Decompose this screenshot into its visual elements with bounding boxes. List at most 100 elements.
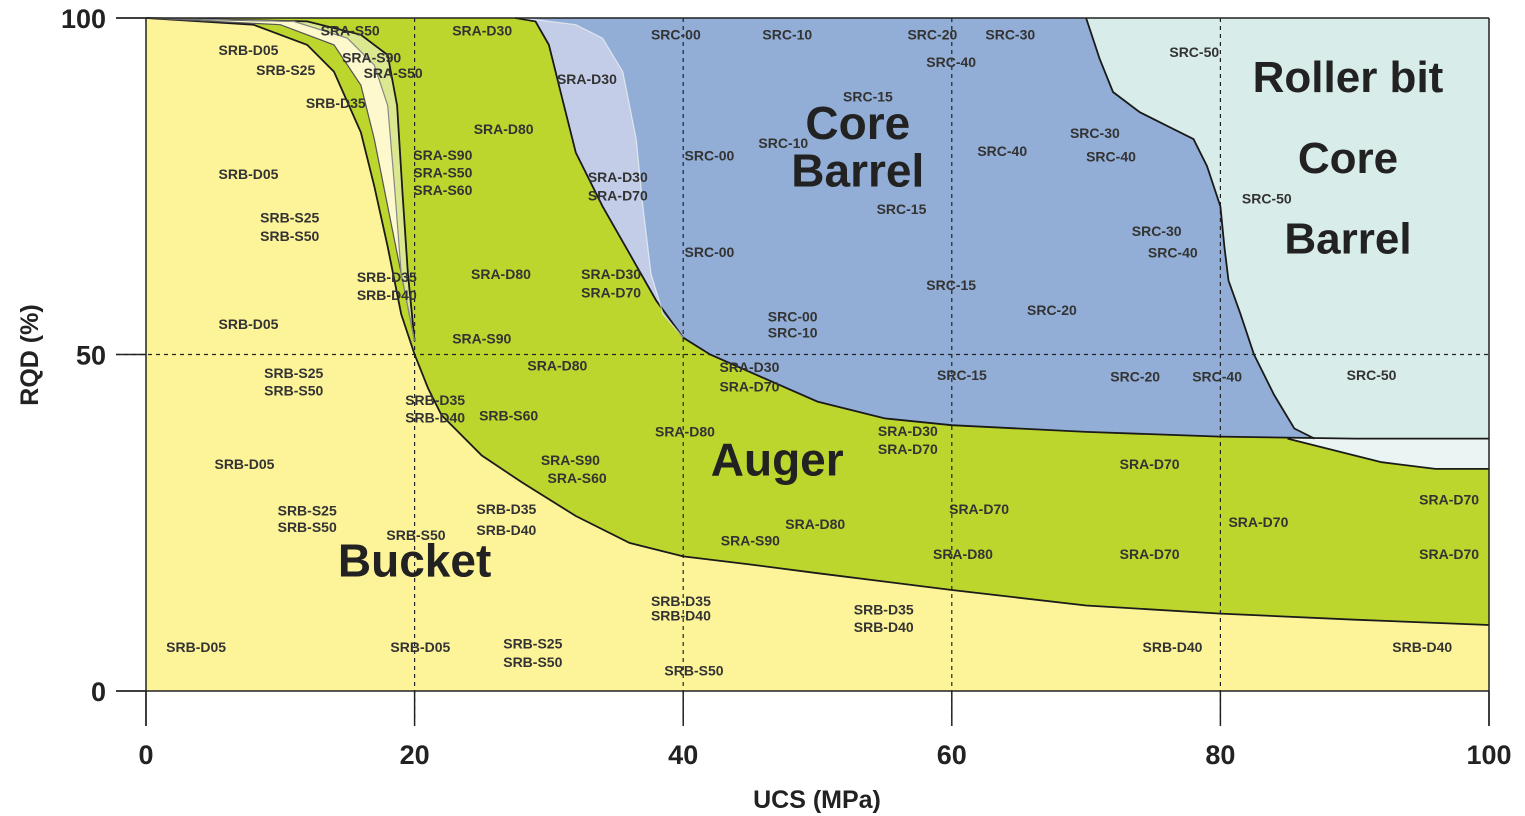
tool-annotation: SRC-50: [1169, 44, 1219, 60]
tool-annotation: SRB-D05: [166, 639, 226, 655]
tool-annotation: SRA-S90: [452, 331, 511, 347]
tool-annotation: SRC-20: [1110, 368, 1160, 384]
tool-annotation: SRA-D80: [655, 424, 715, 440]
tool-annotation: SRB-D35: [651, 593, 711, 609]
tool-annotation: SRB-D40: [1143, 639, 1203, 655]
region-label: Auger: [711, 434, 844, 486]
tool-annotation: SRB-S50: [278, 519, 337, 535]
tool-annotation: SRC-15: [843, 88, 893, 104]
region-label: Core: [1298, 134, 1398, 183]
tool-annotation: SRC-10: [768, 325, 818, 341]
tool-annotation: SRC-10: [758, 135, 808, 151]
core-barrel-boundary-line: [1085, 17, 1315, 440]
tool-annotation: SRC-30: [1132, 223, 1182, 239]
tool-annotation: SRB-S50: [503, 654, 562, 670]
tool-annotation: SRA-S50: [364, 65, 423, 81]
tool-annotation: SRB-S50: [664, 663, 723, 679]
x-tick-label-0: 0: [138, 740, 153, 770]
tool-annotation: SRA-D70: [581, 284, 641, 300]
tool-annotation: SRB-D35: [854, 601, 914, 617]
tool-annotation: SRB-S25: [503, 636, 562, 652]
y-tick-label-50: 50: [76, 341, 106, 371]
x-tick-label-100: 100: [1466, 740, 1511, 770]
tool-annotation: SRB-S50: [264, 383, 323, 399]
tool-annotation: SRC-40: [926, 54, 976, 70]
tool-annotation: SRC-40: [1086, 148, 1136, 164]
core-barrel-light-region: [515, 18, 684, 338]
tool-annotation: SRA-S90: [721, 533, 780, 549]
tool-annotation: SRB-S25: [264, 365, 323, 381]
tool-annotation: SRB-D35: [306, 95, 366, 111]
tool-annotation: SRA-D70: [719, 379, 779, 395]
tool-annotation: SRC-15: [926, 277, 976, 293]
gridlines: [116, 18, 1489, 721]
tool-annotation: SRB-D40: [357, 287, 417, 303]
x-tick-label-40: 40: [668, 740, 698, 770]
region-label: Core: [805, 97, 910, 149]
tool-annotation: SRA-S60: [413, 182, 472, 198]
bucket-boundary-line: [145, 17, 1490, 626]
tool-annotation: SRA-D70: [949, 501, 1009, 517]
axes: 0 20 40 60 80 100 0 50 100: [61, 4, 1512, 770]
tool-annotation: SRB-S50: [386, 527, 445, 543]
tool-annotation: SRA-D30: [588, 169, 648, 185]
tool-annotation: SRC-40: [1148, 245, 1198, 261]
tool-annotation: SRA-D70: [878, 441, 938, 457]
tool-annotation: SRB-D05: [219, 42, 279, 58]
tool-annotation: SRA-D80: [527, 358, 587, 374]
x-axis-title: UCS (MPa): [753, 786, 881, 814]
tool-annotation: SRB-S25: [260, 210, 319, 226]
tool-annotation: SRB-D40: [854, 619, 914, 635]
x-tick-label-60: 60: [937, 740, 967, 770]
tool-annotation: SRA-D70: [1120, 546, 1180, 562]
tool-annotation: SRB-D05: [390, 639, 450, 655]
tool-annotation: SRA-S90: [342, 49, 401, 65]
tool-annotation: SRB-S25: [278, 502, 337, 518]
auger-boundary-line: [515, 17, 1489, 440]
tool-annotation: SRB-D05: [219, 166, 279, 182]
bucket-light-boundary-line: [145, 17, 416, 342]
tool-annotation: SRA-D30: [878, 423, 938, 439]
tool-annotation: SRA-D70: [1419, 546, 1479, 562]
core-light-boundary-line: [521, 17, 684, 339]
tool-annotation: SRC-00: [685, 244, 735, 260]
tool-annotation: SRC-20: [907, 27, 957, 43]
tool-annotation: SRC-50: [1242, 191, 1292, 207]
y-tick-label-0: 0: [91, 677, 106, 707]
tool-annotation: SRC-30: [985, 27, 1035, 43]
region-label: Barrel: [1284, 215, 1411, 264]
tool-annotation: SRB-D40: [476, 522, 536, 538]
tool-annotation: SRC-50: [1347, 367, 1397, 383]
tool-annotation: SRA-S90: [541, 452, 600, 468]
roller-bit-boundary-line: [1287, 437, 1489, 470]
tool-annotation: SRB-D35: [357, 269, 417, 285]
tool-annotation: SRA-D30: [719, 359, 779, 375]
tool-annotations: SRA-S50 SRA-D30 SRB-D05 SRA-S90 SRB-S25 SRA-S…: [166, 22, 1479, 678]
bucket-region: [146, 18, 1489, 691]
tool-annotation: SRB-D35: [405, 392, 465, 408]
tool-annotation: SRA-S50: [321, 22, 380, 38]
tool-annotation: SRA-D80: [471, 266, 531, 282]
tool-annotation: SRC-00: [768, 309, 818, 325]
bucket-green-boundary-line: [145, 17, 416, 342]
tool-annotation: SRC-30: [1070, 125, 1120, 141]
bucket-light-right-line: [145, 17, 416, 342]
boundary-lines: [145, 17, 1490, 626]
tool-annotation: SRB-S25: [256, 62, 315, 78]
tool-annotation: SRA-D70: [588, 187, 648, 203]
tool-annotation: SRA-D30: [581, 266, 641, 282]
tool-annotation: SRB-D40: [405, 409, 465, 425]
region-label: Roller bit: [1253, 53, 1444, 102]
tool-annotation: SRA-S50: [413, 165, 472, 181]
tool-annotation: SRA-S90: [413, 147, 472, 163]
tool-annotation: SRA-D70: [1120, 456, 1180, 472]
roller-bit-region: [1086, 18, 1489, 439]
tool-annotation: SRC-20: [1027, 302, 1077, 318]
tool-annotation: SRA-D80: [785, 516, 845, 532]
tool-annotation: SRC-40: [977, 143, 1027, 159]
tool-annotation: SRC-15: [937, 367, 987, 383]
tool-annotation: SRA-S60: [548, 470, 607, 486]
tool-annotation: SRB-S60: [479, 407, 538, 423]
y-tick-label-100: 100: [61, 4, 106, 34]
tool-annotation: SRA-D30: [452, 22, 512, 38]
